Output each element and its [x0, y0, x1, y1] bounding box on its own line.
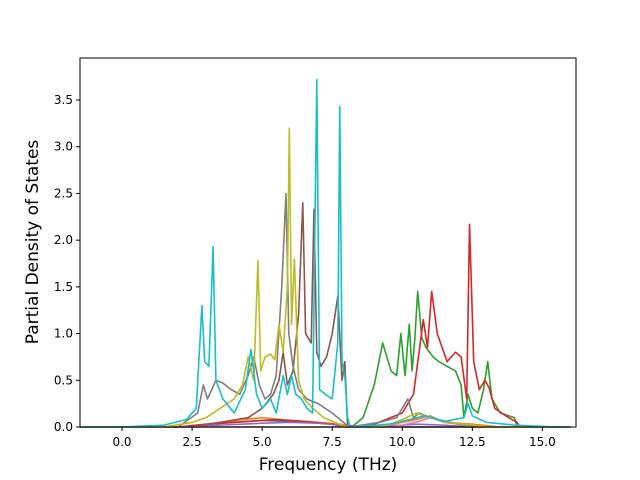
x-tick-label: 15.0	[529, 435, 556, 449]
y-tick-label: 3.5	[54, 93, 73, 107]
y-tick-label: 1.5	[54, 280, 73, 294]
y-ticks: 0.0 0.5 1.0 1.5 2.0 2.5 3.0 3.5	[54, 93, 80, 434]
series-line-9	[80, 127, 571, 428]
x-tick-label: 12.5	[459, 435, 486, 449]
series-layer	[80, 78, 571, 428]
series-line-3	[80, 290, 571, 428]
series-line-8	[80, 192, 571, 428]
series-line-10	[80, 78, 571, 428]
plot-frame	[79, 57, 577, 428]
y-axis-label: Partial Density of States	[23, 140, 43, 345]
y-tick-label: 3.0	[54, 140, 73, 154]
x-tick-label: 5.0	[253, 435, 272, 449]
y-tick-label: 1.0	[54, 327, 73, 341]
x-ticks: 0.0 2.5 5.0 7.5 10.0 12.5 15.0	[112, 427, 556, 449]
x-tick-label: 2.5	[183, 435, 202, 449]
x-axis-label: Frequency (THz)	[259, 455, 398, 475]
x-tick-label: 7.5	[323, 435, 342, 449]
y-tick-label: 0.5	[54, 373, 73, 387]
series-line-4	[80, 223, 571, 428]
x-tick-label: 10.0	[389, 435, 416, 449]
x-tick-label: 0.0	[112, 435, 131, 449]
y-tick-label: 2.5	[54, 186, 73, 200]
y-tick-label: 2.0	[54, 233, 73, 247]
y-tick-label: 0.0	[54, 420, 73, 434]
